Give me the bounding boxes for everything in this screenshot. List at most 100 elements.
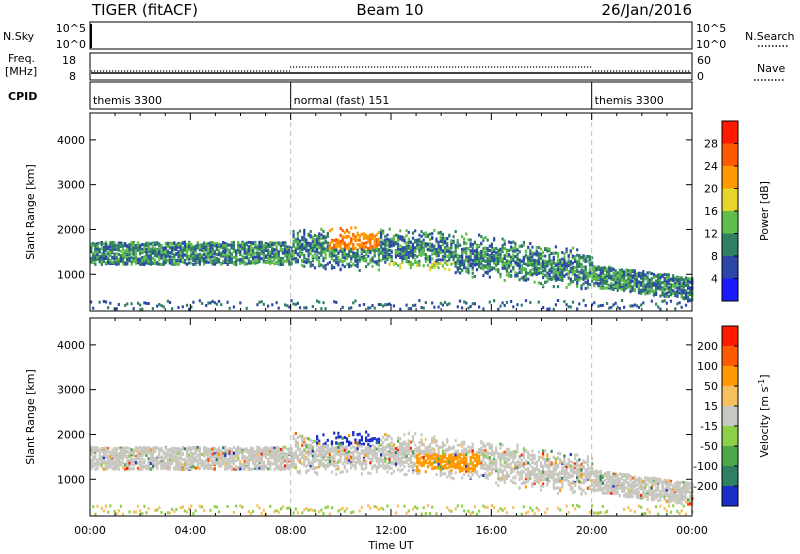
data-cell xyxy=(107,259,110,263)
data-cell xyxy=(608,306,611,310)
data-cell xyxy=(454,254,457,258)
data-cell xyxy=(450,262,453,266)
data-cell xyxy=(94,467,97,471)
data-cell xyxy=(92,505,95,509)
data-cell xyxy=(318,244,321,248)
data-cell xyxy=(369,260,372,264)
data-cell xyxy=(134,244,137,248)
data-cell xyxy=(122,244,125,248)
data-cell xyxy=(507,248,511,252)
data-cell xyxy=(441,232,444,236)
data-cell xyxy=(448,255,451,259)
data-cell xyxy=(552,276,555,280)
data-cell xyxy=(104,450,108,454)
data-cell xyxy=(441,255,444,258)
data-cell xyxy=(482,248,485,252)
data-cell xyxy=(136,466,140,470)
data-cell xyxy=(220,303,223,307)
cpid-segment-label: themis 3300 xyxy=(595,94,664,107)
data-cell xyxy=(665,301,668,305)
data-cell xyxy=(411,248,415,252)
data-cell xyxy=(507,271,511,275)
data-cell xyxy=(247,240,250,244)
data-cell xyxy=(580,287,583,291)
data-cell xyxy=(452,235,455,239)
data-cell xyxy=(207,248,210,252)
data-cell xyxy=(313,244,317,248)
data-cell xyxy=(154,241,157,245)
data-cell xyxy=(134,510,137,514)
data-cell xyxy=(531,273,534,277)
data-cell xyxy=(518,271,521,274)
data-cell xyxy=(667,282,670,286)
data-cell xyxy=(420,306,423,310)
data-cell xyxy=(290,299,293,303)
data-cell xyxy=(603,273,606,277)
data-cell xyxy=(689,289,692,293)
data-cell xyxy=(205,260,208,264)
data-cell xyxy=(599,281,602,285)
data-cell xyxy=(235,257,238,261)
data-cell xyxy=(122,251,125,255)
data-cell xyxy=(318,300,321,304)
data-cell xyxy=(262,256,265,260)
data-cell xyxy=(117,467,120,471)
data-cell xyxy=(556,262,560,266)
data-cell xyxy=(122,451,125,455)
data-cell xyxy=(548,247,551,251)
data-cell xyxy=(603,266,606,270)
data-cell xyxy=(281,251,285,255)
data-cell xyxy=(582,298,585,302)
data-cell xyxy=(104,243,108,246)
data-cell xyxy=(311,240,314,244)
data-cell xyxy=(134,257,137,261)
data-cell xyxy=(446,249,449,253)
data-cell xyxy=(414,246,417,250)
data-cell xyxy=(132,463,135,467)
data-cell xyxy=(429,237,432,241)
data-cell xyxy=(115,256,118,260)
nsky-rtick-top: 10^5 xyxy=(696,22,726,35)
data-cell xyxy=(595,266,598,270)
data-cell xyxy=(156,248,159,252)
data-cell xyxy=(516,252,519,256)
data-cell xyxy=(358,258,361,262)
data-cell xyxy=(294,258,297,262)
data-cell xyxy=(171,448,174,452)
data-cell xyxy=(139,449,142,453)
data-cell xyxy=(288,248,291,252)
data-cell xyxy=(356,265,359,269)
data-cell xyxy=(130,248,133,252)
data-cell xyxy=(166,451,169,455)
data-cell xyxy=(136,504,140,508)
data-cell xyxy=(358,254,361,258)
data-cell xyxy=(495,254,498,258)
data-cell xyxy=(324,249,327,253)
data-cell xyxy=(384,256,387,259)
data-cell xyxy=(531,251,534,255)
data-cell xyxy=(239,261,242,265)
data-cell xyxy=(663,299,666,303)
data-cell xyxy=(277,254,280,258)
data-cell xyxy=(493,254,496,258)
data-cell xyxy=(294,246,297,250)
data-cell xyxy=(443,261,447,265)
data-cell xyxy=(185,247,189,251)
data-cell xyxy=(139,458,142,461)
data-cell xyxy=(262,254,265,258)
data-cell xyxy=(145,465,148,469)
data-cell xyxy=(571,300,575,304)
data-cell xyxy=(409,254,412,258)
data-cell xyxy=(561,270,564,274)
data-cell xyxy=(640,291,643,295)
data-cell xyxy=(382,252,385,255)
data-cell xyxy=(416,263,419,267)
data-cell xyxy=(631,269,634,272)
data-cell xyxy=(448,234,451,238)
data-cell xyxy=(448,302,451,306)
data-cell xyxy=(258,300,261,304)
data-cell xyxy=(497,307,500,311)
data-cell xyxy=(405,241,408,245)
data-cell xyxy=(162,249,165,253)
